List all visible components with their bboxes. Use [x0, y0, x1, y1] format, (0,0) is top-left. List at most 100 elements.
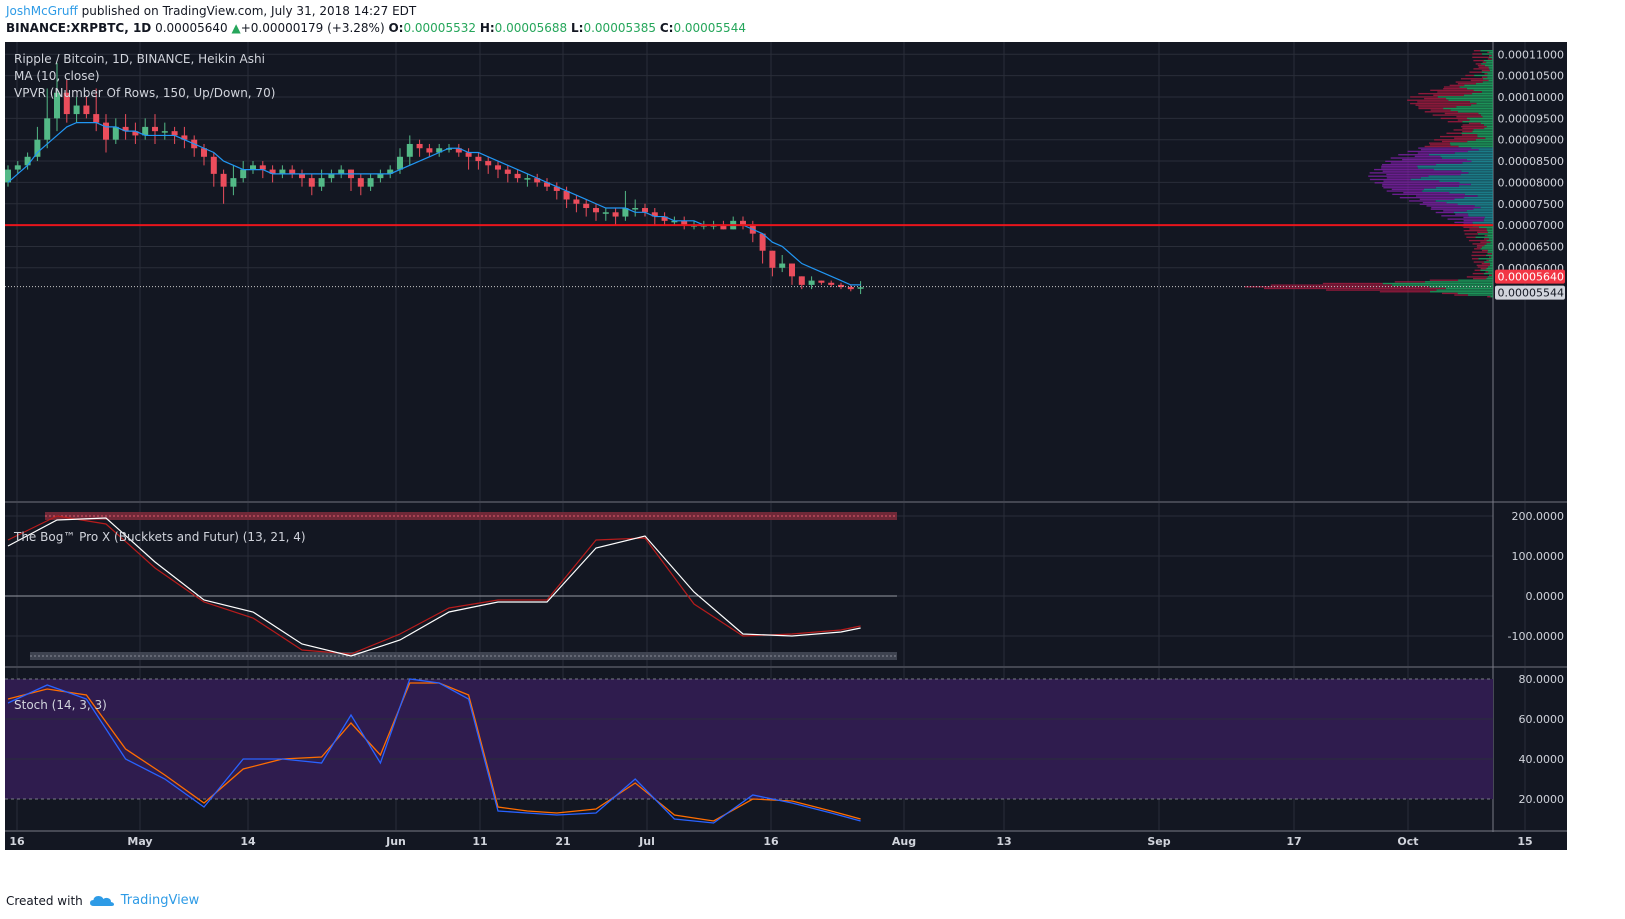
author-link[interactable]: JoshMcGruff: [6, 4, 78, 18]
candle-body: [416, 143, 423, 149]
osc-pane-title: The Bog™ Pro X (Buckkets and Futur) (13,…: [13, 530, 306, 544]
vpvr-bar-down: [1462, 127, 1485, 129]
vpvr-bar-up: [1482, 78, 1493, 80]
vpvr-bar-down: [1381, 167, 1418, 169]
vpvr-bar-up: [1449, 192, 1493, 194]
vpvr-bar-down: [1455, 81, 1483, 83]
time-tick-label: 16: [9, 835, 25, 848]
candle-body: [269, 169, 276, 174]
vpvr-bar-down: [1472, 56, 1489, 58]
vpvr-bar-down: [1432, 114, 1481, 116]
candle-body: [367, 178, 374, 187]
vpvr-bar-up: [1486, 239, 1493, 242]
vpvr-bar-down: [1419, 203, 1458, 205]
vpvr-bar-up: [1472, 92, 1493, 95]
time-tick-label: 21: [555, 835, 570, 848]
vpvr-bar-up: [1486, 228, 1493, 230]
candle-body: [44, 118, 51, 140]
vpvr-bar-down: [1455, 213, 1468, 215]
vpvr-bar-up: [1481, 246, 1493, 248]
vpvr-bar-up: [1487, 231, 1493, 233]
tradingview-link[interactable]: TradingView: [120, 893, 200, 908]
vpvr-bar-down: [1476, 246, 1482, 248]
symbol-label: BINANCE:XRPBTC, 1D: [6, 21, 152, 35]
vpvr-bar-up: [1464, 193, 1493, 196]
vpvr-bar-up: [1480, 114, 1493, 116]
vpvr-bar-up: [1461, 170, 1493, 172]
vpvr-bar-up: [1478, 258, 1493, 260]
vpvr-bar-up: [1488, 56, 1493, 58]
vpvr-bar-up: [1490, 241, 1493, 243]
vpvr-bar-up: [1486, 267, 1493, 270]
vpvr-bar-up: [1486, 61, 1493, 63]
vpvr-bar-down: [1462, 124, 1484, 126]
candle-body: [122, 126, 129, 132]
candle-body: [240, 169, 247, 179]
osc-tick-label: 100.0000: [1512, 550, 1565, 563]
vpvr-bar-down: [1454, 221, 1473, 224]
vpvr-bar-down: [1469, 228, 1487, 230]
vpvr-bar-down: [1472, 243, 1487, 245]
vpvr-bar-up: [1483, 124, 1493, 126]
vpvr-bar-up: [1449, 142, 1493, 144]
vpvr-bar-down: [1482, 61, 1487, 63]
vpvr-bar-up: [1484, 244, 1493, 247]
vpvr-bar-up: [1475, 139, 1493, 141]
vpvr-bar-up: [1487, 73, 1493, 75]
ma-indicator-label: MA (10, close): [14, 69, 100, 83]
vpvr-bar-up: [1483, 59, 1493, 62]
vpvr-bar-down: [1369, 172, 1469, 174]
candle-body: [83, 105, 90, 115]
candle-body: [279, 169, 286, 174]
vpvr-bar-down: [1385, 160, 1472, 163]
vpvr-bar-up: [1480, 269, 1493, 271]
vpvr-bar-down: [1437, 91, 1482, 93]
vpvr-bar-down: [1474, 269, 1481, 271]
vpvr-bar-up: [1466, 159, 1493, 161]
vpvr-bar-up: [1477, 195, 1493, 197]
tradingview-cloud-icon: [89, 895, 114, 906]
vpvr-bar-down: [1466, 276, 1488, 278]
vpvr-bar-up: [1435, 200, 1493, 202]
vpvr-bar-down: [1468, 122, 1481, 125]
vpvr-bar-up: [1487, 276, 1493, 278]
time-tick-label: 17: [1286, 835, 1301, 848]
vpvr-bar-up: [1446, 201, 1493, 204]
vpvr-bar-down: [1417, 101, 1470, 103]
vpvr-bar-up: [1480, 122, 1493, 125]
vpvr-bar-down: [1472, 251, 1488, 253]
vpvr-bar-up: [1458, 145, 1493, 148]
candle-body: [181, 135, 188, 140]
vpvr-bar-up: [1437, 96, 1493, 98]
vpvr-bar-up: [1428, 175, 1493, 177]
candle-body: [397, 156, 403, 170]
chart-canvas[interactable]: 0.00011000 0.00010500 0.00010000 0.00009500…: [0, 42, 1625, 888]
vpvr-bar-down: [1489, 274, 1492, 276]
time-tick-label: 13: [996, 835, 1011, 848]
vpvr-bar-down: [1417, 152, 1455, 154]
vpvr-bar-up: [1488, 259, 1493, 262]
candle-body: [671, 220, 678, 223]
stoch-k-line: [7, 678, 861, 824]
stoch-tick-label: 40.0000: [1519, 753, 1565, 766]
vpvr-bar-down: [1462, 130, 1473, 133]
vpvr-bar-down: [1433, 94, 1464, 96]
time-axis-background: [5, 832, 1567, 850]
vpvr-bar-down: [1386, 190, 1423, 192]
vpvr-bar-down: [1263, 287, 1446, 290]
vpvr-bar-up: [1488, 66, 1493, 68]
vpvr-bar-down: [1410, 102, 1477, 105]
vpvr-bar-down: [1456, 116, 1483, 118]
candle-body: [475, 156, 482, 162]
vpvr-bar-down: [1386, 177, 1421, 179]
vpvr-bar-up: [1467, 294, 1493, 296]
vpvr-bar-down: [1418, 106, 1457, 108]
candle-body: [495, 165, 501, 170]
vpvr-bar-down: [1475, 63, 1482, 65]
vpvr-bar-down: [1426, 205, 1475, 207]
vpvr-bar-down: [1402, 159, 1467, 161]
time-tick-label: Sep: [1147, 835, 1170, 848]
osc-tick-label: -100.0000: [1508, 630, 1564, 643]
candle-body: [553, 186, 560, 191]
osc-tick-label: 0.0000: [1526, 590, 1565, 603]
